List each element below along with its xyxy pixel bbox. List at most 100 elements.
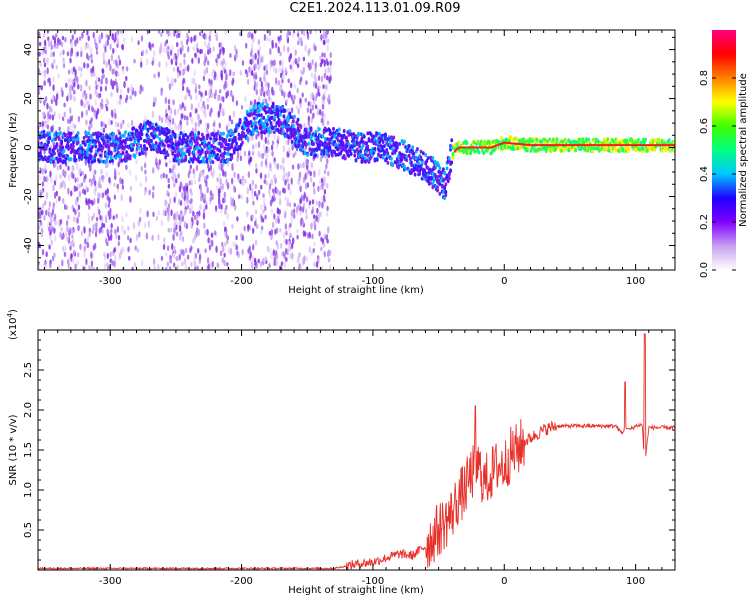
spectrogram-ridge-cell <box>304 142 308 147</box>
spectrogram-ridge-cell <box>330 135 334 140</box>
spectrogram-noise-cell <box>63 102 66 108</box>
spectrogram-noise-cell <box>183 257 187 265</box>
spectrogram-noise-cell <box>107 58 111 66</box>
spectrogram-ridge-cell <box>442 190 445 195</box>
spectrogram-noise-cell <box>203 175 207 181</box>
spectrogram-noise-cell <box>181 69 184 77</box>
spectrogram-noise-cell <box>67 214 70 220</box>
spectrogram-noise-cell <box>317 185 320 193</box>
spectrogram-ridge-cell <box>86 147 90 152</box>
spectrogram-noise-cell <box>58 195 61 202</box>
spectrogram-noise-cell <box>111 68 114 75</box>
spectrogram-noise-cell <box>192 46 195 51</box>
spectrogram-noise-cell <box>321 103 325 110</box>
spectrogram-noise-cell <box>76 37 79 44</box>
spectrogram-noise-cell <box>221 257 225 264</box>
spectrogram-noise-cell <box>154 96 157 103</box>
spectrogram-ridge-cell <box>114 142 118 147</box>
spectrogram-noise-cell <box>55 99 58 107</box>
spectrogram-noise-cell <box>88 125 91 132</box>
spectrogram-ridge-cell <box>431 185 435 190</box>
spectrogram-noise-cell <box>207 49 210 56</box>
spectrogram-noise-cell <box>308 47 311 54</box>
spectrogram-noise-cell <box>276 242 279 250</box>
spectrogram-noise-cell <box>291 237 295 245</box>
spectrogram-noise-cell <box>73 185 76 193</box>
spectrogram-ridge-cell <box>218 148 222 153</box>
spectrogram-noise-cell <box>251 179 255 186</box>
spectrogram-ridge-cell <box>234 135 237 140</box>
spectrogram-noise-cell <box>225 178 228 186</box>
spectrogram-noise-cell <box>251 187 254 195</box>
spectrogram-ridge-cell <box>118 131 121 136</box>
spectrogram-ridge-cell <box>86 138 90 143</box>
spectrogram-ridge-cell <box>255 115 259 120</box>
spectrogram-noise-cell <box>217 110 220 118</box>
spectrogram-noise-cell <box>165 162 168 167</box>
spectrogram-noise-cell <box>48 244 51 250</box>
spectrogram-noise-cell <box>165 60 168 68</box>
spectrogram-ridge-cell <box>436 188 439 193</box>
spectrogram-noise-cell <box>168 266 172 270</box>
spectrogram-noise-cell <box>218 122 221 129</box>
spectrogram-ridge-cell <box>295 140 299 145</box>
spectrogram-noise-cell <box>93 190 97 196</box>
spectrogram-ridge-cell <box>321 134 325 139</box>
spectrogram-ridge-cell <box>166 152 170 157</box>
spectrogram-ridge-cell <box>217 157 221 162</box>
spectrogram-noise-cell <box>305 160 309 166</box>
spectrogram-noise-cell <box>286 151 289 158</box>
spectrogram-noise-cell <box>51 114 55 121</box>
spectrogram-noise-cell <box>168 83 172 91</box>
spectrogram-noise-cell <box>125 66 129 72</box>
spectrogram-ridge-cell <box>421 151 425 156</box>
spectrogram-noise-cell <box>277 134 280 142</box>
spectrogram-ridge-cell <box>74 157 78 162</box>
spectrogram-noise-cell <box>271 140 275 146</box>
spectrogram-ridge-cell <box>153 130 157 135</box>
spectrogram-noise-cell <box>287 182 290 191</box>
spectrogram-ridge-cell <box>548 137 552 142</box>
spectrogram-noise-cell <box>278 199 282 206</box>
spectrogram-noise-cell <box>304 182 308 190</box>
spectrogram-noise-cell <box>317 75 321 81</box>
spectrogram-noise-cell <box>235 48 238 56</box>
spectrogram-noise-cell <box>273 173 276 181</box>
spectrogram-noise-cell <box>106 253 110 259</box>
spectrogram-noise-cell <box>166 76 170 83</box>
spectrogram-ridge-cell <box>260 113 263 118</box>
spectrogram-noise-cell <box>280 261 284 266</box>
spectrogram-noise-cell <box>233 203 237 211</box>
spectrogram-ridge-cell <box>308 147 312 152</box>
spectrogram-noise-cell <box>270 208 273 215</box>
spectrogram-noise-cell <box>177 108 180 115</box>
spectrogram-noise-cell <box>266 245 270 252</box>
spectrogram-noise-cell <box>304 44 307 52</box>
spectrogram-noise-cell <box>72 66 76 73</box>
spectrogram-noise-cell <box>50 176 53 184</box>
spectrogram-noise-cell <box>141 259 144 267</box>
spectrogram-ridge-cell <box>303 151 307 156</box>
spectrogram-noise-cell <box>121 43 125 51</box>
spectrogram-noise-cell <box>164 251 168 257</box>
spectrogram-noise-cell <box>290 209 294 217</box>
spectrogram-noise-cell <box>49 52 53 59</box>
spectrogram-noise-cell <box>271 221 275 229</box>
spectrogram-noise-cell <box>203 193 207 201</box>
spectrogram-noise-cell <box>123 229 126 235</box>
spectrogram-noise-cell <box>233 171 236 179</box>
spectrogram-ridge-cell <box>291 119 295 124</box>
spectrogram-noise-cell <box>116 37 120 46</box>
spectrogram-ridge-cell <box>354 158 358 163</box>
spectrogram-noise-cell <box>121 224 124 232</box>
spectrogram-noise-cell <box>299 210 302 217</box>
spectrogram-noise-cell <box>290 242 294 250</box>
spectrogram-noise-cell <box>236 216 239 222</box>
spectrogram-ridge-cell <box>361 153 365 158</box>
spectrogram-noise-cell <box>224 171 227 178</box>
spectrogram-noise-cell <box>177 32 181 39</box>
spectrogram-ridge-cell <box>608 145 612 150</box>
spectrogram-noise-cell <box>249 134 253 142</box>
spectrogram-noise-cell <box>181 44 184 52</box>
spectrogram-ridge-cell <box>128 131 132 136</box>
